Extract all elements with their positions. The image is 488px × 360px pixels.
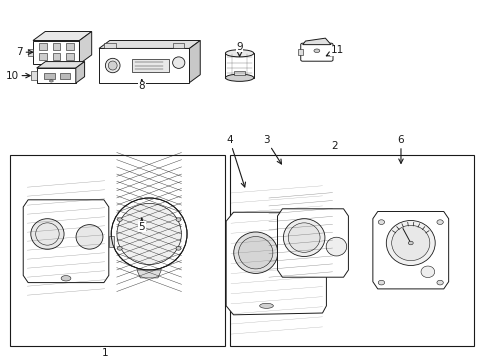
Bar xyxy=(66,43,74,49)
Ellipse shape xyxy=(283,219,324,256)
Polygon shape xyxy=(23,200,108,283)
Polygon shape xyxy=(189,40,200,83)
Polygon shape xyxy=(37,62,84,68)
Ellipse shape xyxy=(31,219,64,249)
FancyBboxPatch shape xyxy=(300,43,332,61)
Ellipse shape xyxy=(108,61,117,70)
Bar xyxy=(31,71,37,80)
Ellipse shape xyxy=(436,280,442,285)
Ellipse shape xyxy=(225,50,253,57)
Ellipse shape xyxy=(176,218,181,221)
Bar xyxy=(60,73,70,79)
Bar xyxy=(325,217,331,225)
Ellipse shape xyxy=(117,247,122,250)
Ellipse shape xyxy=(378,220,384,225)
Bar xyxy=(229,155,473,346)
Bar xyxy=(10,155,224,346)
Polygon shape xyxy=(33,31,92,40)
Bar xyxy=(132,59,168,72)
Ellipse shape xyxy=(233,232,277,274)
Bar xyxy=(39,43,47,49)
Polygon shape xyxy=(277,209,347,277)
Bar xyxy=(297,49,302,55)
Bar xyxy=(225,53,253,78)
Ellipse shape xyxy=(313,49,319,53)
Text: 9: 9 xyxy=(236,42,243,57)
Ellipse shape xyxy=(288,223,319,252)
Polygon shape xyxy=(302,38,330,45)
Bar xyxy=(233,71,245,75)
Polygon shape xyxy=(225,212,326,315)
Ellipse shape xyxy=(176,247,181,250)
Text: 11: 11 xyxy=(325,45,344,56)
Ellipse shape xyxy=(407,241,412,245)
Bar xyxy=(66,53,74,59)
Polygon shape xyxy=(37,68,76,83)
Bar xyxy=(172,43,184,49)
Ellipse shape xyxy=(61,276,71,281)
Ellipse shape xyxy=(286,241,322,273)
Text: 3: 3 xyxy=(263,135,281,164)
Ellipse shape xyxy=(105,58,120,73)
Polygon shape xyxy=(99,49,189,83)
Ellipse shape xyxy=(391,225,429,261)
Ellipse shape xyxy=(291,244,318,270)
Text: 4: 4 xyxy=(226,135,245,187)
Bar xyxy=(108,236,113,247)
Polygon shape xyxy=(137,270,161,278)
Ellipse shape xyxy=(436,220,442,225)
Ellipse shape xyxy=(259,303,273,308)
Text: 8: 8 xyxy=(138,80,145,91)
Ellipse shape xyxy=(117,218,122,221)
Text: 5: 5 xyxy=(138,219,145,232)
Ellipse shape xyxy=(111,198,186,270)
Polygon shape xyxy=(99,40,200,49)
Ellipse shape xyxy=(386,220,434,266)
Text: 6: 6 xyxy=(397,135,404,163)
Ellipse shape xyxy=(378,280,384,285)
Polygon shape xyxy=(372,211,447,289)
Ellipse shape xyxy=(49,80,53,82)
Ellipse shape xyxy=(238,237,272,269)
Ellipse shape xyxy=(172,57,184,68)
Polygon shape xyxy=(33,40,79,64)
Ellipse shape xyxy=(325,237,346,256)
Text: 10: 10 xyxy=(6,71,30,81)
Ellipse shape xyxy=(117,203,181,265)
Text: 1: 1 xyxy=(102,347,108,358)
Ellipse shape xyxy=(225,74,253,81)
Ellipse shape xyxy=(76,225,102,249)
Text: 7: 7 xyxy=(16,47,33,57)
Bar xyxy=(39,53,47,59)
Polygon shape xyxy=(79,31,92,64)
Bar xyxy=(44,73,55,79)
Bar xyxy=(104,43,116,49)
Bar xyxy=(28,49,33,56)
Text: 2: 2 xyxy=(331,141,338,151)
Bar xyxy=(53,53,61,59)
Polygon shape xyxy=(76,62,84,83)
Ellipse shape xyxy=(420,266,434,278)
Bar xyxy=(53,43,61,49)
